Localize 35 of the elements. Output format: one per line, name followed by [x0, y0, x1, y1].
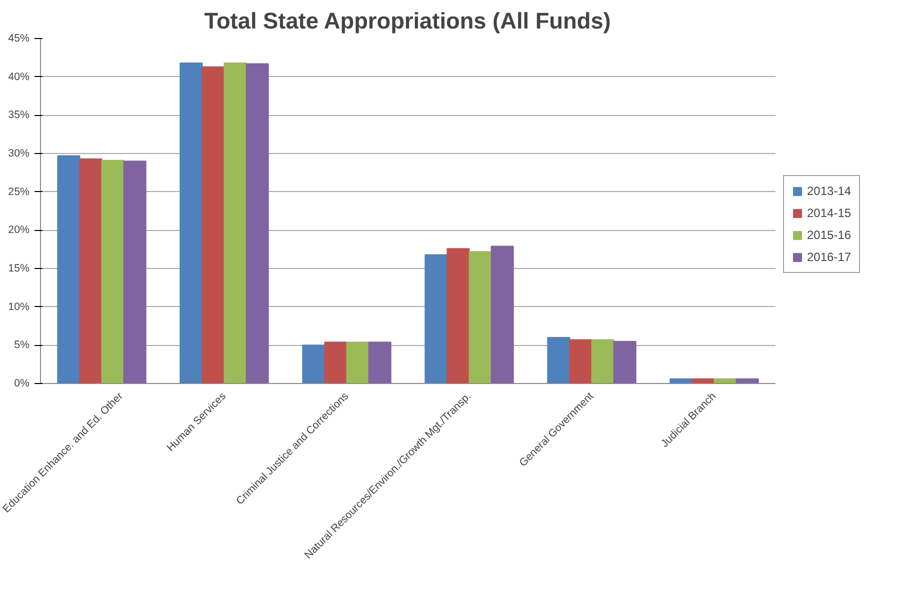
bar [591, 339, 614, 384]
y-tick-label: 35% [8, 109, 30, 122]
bar [324, 342, 348, 384]
bar [57, 155, 80, 384]
bar [613, 340, 636, 384]
bar [424, 254, 448, 384]
y-tick-label: 5% [14, 339, 30, 352]
bar [180, 62, 203, 384]
y-tick-label: 10% [8, 300, 30, 313]
bar [79, 158, 102, 384]
bar [101, 160, 124, 384]
y-tick-label: 40% [8, 70, 30, 83]
y-tick-label: 20% [8, 224, 30, 236]
legend-label: 2016-17 [807, 250, 852, 264]
chart-title: Total State Appropriations (All Funds) [204, 8, 611, 34]
legend-label: 2014-15 [807, 206, 852, 220]
bar [123, 160, 146, 384]
y-tick-label: 45% [8, 32, 30, 44]
y-tick-label: 15% [8, 262, 30, 274]
bar [468, 251, 492, 384]
y-tick-label: 0% [14, 378, 30, 390]
legend-label: 2015-16 [807, 228, 852, 242]
bar [368, 342, 392, 384]
bar [246, 63, 269, 384]
bar [569, 339, 592, 384]
bar [202, 66, 225, 384]
bar [490, 246, 514, 384]
bar [446, 248, 470, 384]
legend-label: 2013-14 [807, 184, 852, 198]
y-tick-label: 25% [8, 186, 30, 198]
bar [547, 337, 570, 384]
bar [346, 342, 370, 384]
y-tick-label: 30% [8, 148, 30, 160]
bar [302, 344, 326, 384]
bar [224, 62, 247, 384]
